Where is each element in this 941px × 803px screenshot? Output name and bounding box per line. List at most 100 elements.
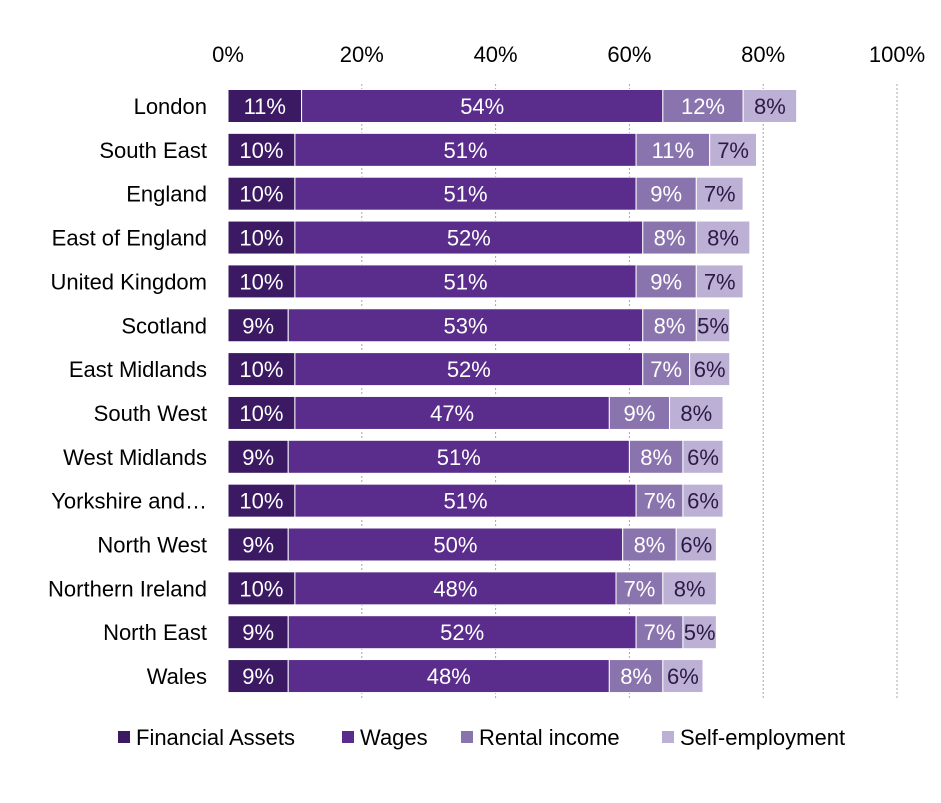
legend-item-self-employment: Self-employment xyxy=(662,725,845,750)
bar-self-employment xyxy=(695,176,744,211)
data-label-self-employment: 6% xyxy=(680,533,712,558)
bar-rental-income xyxy=(628,439,684,474)
category-label: South West xyxy=(94,401,207,426)
bar-self-employment xyxy=(742,89,798,123)
bar-self-employment xyxy=(709,132,758,167)
category-label: South East xyxy=(99,138,207,163)
data-label-rental-income: 7% xyxy=(644,620,676,645)
category-label: United Kingdom xyxy=(50,269,207,294)
data-label-wages: 51% xyxy=(443,182,487,207)
data-label-wages: 54% xyxy=(460,94,504,119)
bar-wages xyxy=(294,220,644,255)
bar-rental-income xyxy=(662,89,744,123)
data-label-financial-assets: 10% xyxy=(239,489,283,514)
x-tick-label: 60% xyxy=(607,42,651,67)
data-label-rental-income: 7% xyxy=(624,576,656,601)
data-label-rental-income: 8% xyxy=(634,533,666,558)
legend: Financial Assets Wages Rental income Self-e… xyxy=(118,725,845,750)
data-label-financial-assets: 9% xyxy=(242,533,274,558)
bar-self-employment xyxy=(695,264,744,299)
data-label-financial-assets: 11% xyxy=(244,94,286,119)
data-label-wages: 53% xyxy=(443,313,487,338)
data-label-self-employment: 8% xyxy=(680,401,712,426)
x-tick-label: 100% xyxy=(869,42,925,67)
data-label-self-employment: 8% xyxy=(754,94,786,119)
data-label-wages: 51% xyxy=(437,445,481,470)
data-label-self-employment: 5% xyxy=(684,620,716,645)
data-labels: 11% 54% 12% 8% 10% 51% 11% 7% 10% 51% 9% 7% 10% 52% 8%… xyxy=(239,94,785,689)
bar-wages xyxy=(287,527,624,562)
category-label: London xyxy=(134,94,207,119)
bar-rental-income xyxy=(608,395,671,430)
category-label: Wales xyxy=(147,664,207,689)
bar-financial-assets xyxy=(227,352,296,387)
data-label-rental-income: 9% xyxy=(624,401,656,426)
data-label-rental-income: 7% xyxy=(644,489,676,514)
gridlines xyxy=(361,84,898,698)
legend-swatch xyxy=(461,731,473,743)
data-label-rental-income: 11% xyxy=(652,138,694,163)
bar-financial-assets xyxy=(227,176,296,211)
data-label-wages: 51% xyxy=(443,269,487,294)
bar-self-employment xyxy=(682,439,724,474)
data-label-wages: 52% xyxy=(447,226,491,251)
bar-wages xyxy=(294,176,637,211)
bar-financial-assets xyxy=(227,395,296,430)
bar-financial-assets xyxy=(227,483,296,518)
data-label-rental-income: 12% xyxy=(681,94,725,119)
legend-item-financial-assets: Financial Assets xyxy=(118,725,295,750)
data-label-self-employment: 6% xyxy=(694,357,726,382)
data-label-financial-assets: 10% xyxy=(239,226,283,251)
bar-financial-assets xyxy=(227,615,289,650)
bar-rental-income xyxy=(615,571,664,606)
category-label: East Midlands xyxy=(69,357,207,382)
category-label: Northern Ireland xyxy=(48,576,207,601)
data-label-wages: 50% xyxy=(433,533,477,558)
bar-financial-assets xyxy=(227,308,289,343)
bar-wages xyxy=(294,571,617,606)
data-label-financial-assets: 9% xyxy=(242,664,274,689)
data-label-wages: 48% xyxy=(427,664,471,689)
data-label-self-employment: 6% xyxy=(687,489,719,514)
data-label-rental-income: 8% xyxy=(654,313,686,338)
x-tick-label: 0% xyxy=(212,42,244,67)
legend-label: Self-employment xyxy=(680,725,845,750)
bar-rental-income xyxy=(642,308,697,343)
bar-self-employment xyxy=(695,220,751,255)
data-label-self-employment: 6% xyxy=(687,445,719,470)
bar-financial-assets xyxy=(227,264,296,299)
x-tick-label: 20% xyxy=(340,42,384,67)
bar-self-employment xyxy=(682,483,724,518)
data-label-financial-assets: 10% xyxy=(239,401,283,426)
data-label-financial-assets: 10% xyxy=(239,138,283,163)
bar-wages xyxy=(287,659,610,694)
bar-self-employment xyxy=(669,395,724,430)
bar-financial-assets xyxy=(227,527,289,562)
data-label-self-employment: 7% xyxy=(704,182,736,207)
data-label-financial-assets: 10% xyxy=(239,182,283,207)
data-label-wages: 51% xyxy=(443,489,487,514)
data-label-financial-assets: 10% xyxy=(239,269,283,294)
data-label-self-employment: 7% xyxy=(704,269,736,294)
category-label: North West xyxy=(97,533,207,558)
bar-wages xyxy=(294,132,637,167)
x-tick-label: 80% xyxy=(741,42,785,67)
category-label: Scotland xyxy=(121,313,207,338)
data-label-wages: 47% xyxy=(430,401,474,426)
legend-swatch xyxy=(118,731,130,743)
category-label: Yorkshire and… xyxy=(51,489,207,514)
bar-wages xyxy=(287,439,630,474)
category-label: North East xyxy=(103,620,207,645)
bar-financial-assets xyxy=(227,132,296,167)
bar-rental-income xyxy=(635,264,697,299)
bar-rental-income xyxy=(608,659,664,694)
bar-financial-assets xyxy=(227,571,296,606)
category-labels: London South East England East of England Un… xyxy=(48,94,207,689)
data-label-rental-income: 8% xyxy=(640,445,672,470)
data-label-self-employment: 5% xyxy=(697,313,729,338)
data-label-rental-income: 8% xyxy=(654,226,686,251)
data-label-rental-income: 9% xyxy=(650,269,682,294)
data-label-self-employment: 8% xyxy=(707,226,739,251)
